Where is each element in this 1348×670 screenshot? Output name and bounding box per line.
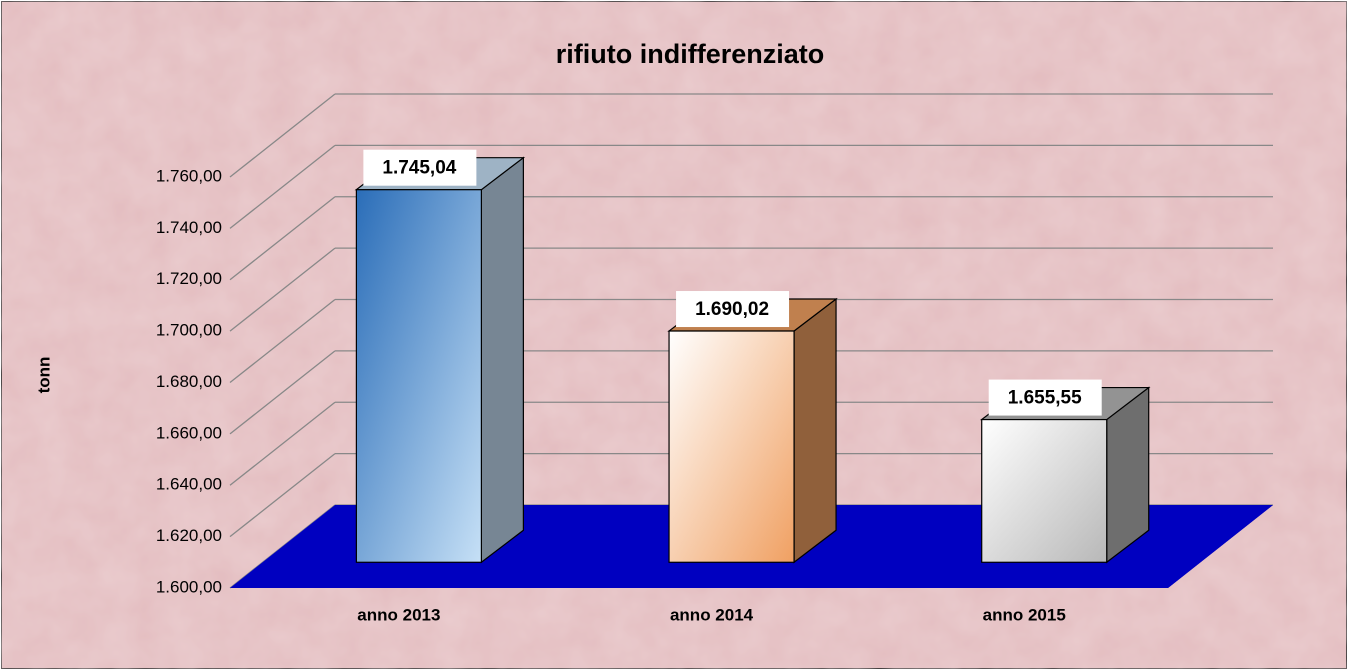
value-label: 1.745,04 xyxy=(382,158,456,179)
grid-line xyxy=(229,144,336,229)
bar xyxy=(668,330,795,563)
y-tick-label: 1.740,00 xyxy=(156,218,222,237)
grid-line xyxy=(229,247,336,332)
value-label-box xyxy=(676,291,790,328)
x-tick-label: anno 2014 xyxy=(670,605,754,624)
bar xyxy=(981,418,1108,563)
y-tick-label: 1.700,00 xyxy=(156,321,222,340)
y-tick-label: 1.660,00 xyxy=(156,423,222,442)
bar-side xyxy=(480,156,524,564)
grid-line xyxy=(229,196,336,281)
bar-side xyxy=(793,297,837,564)
bar xyxy=(355,189,482,563)
chart-title: rifiuto indifferenziato xyxy=(556,39,824,69)
y-tick-label: 1.600,00 xyxy=(156,577,222,596)
grid-line xyxy=(229,453,336,538)
grid-line xyxy=(229,401,336,486)
grid-line xyxy=(229,298,336,384)
y-tick-label: 1.760,00 xyxy=(156,166,222,185)
y-tick-label: 1.620,00 xyxy=(156,526,222,545)
x-tick-label: anno 2015 xyxy=(983,605,1066,624)
x-tick-label: anno 2013 xyxy=(357,605,440,624)
grid-line xyxy=(229,93,336,178)
value-label: 1.655,55 xyxy=(1008,388,1082,409)
y-tick-label: 1.720,00 xyxy=(156,269,222,288)
value-label: 1.690,02 xyxy=(695,299,769,320)
y-tick-label: 1.680,00 xyxy=(156,372,222,391)
y-tick-label: 1.640,00 xyxy=(156,475,222,494)
value-label-box xyxy=(363,149,477,186)
y-axis-label: tonn xyxy=(34,357,53,394)
grid-line xyxy=(229,350,336,435)
value-label-box xyxy=(988,379,1102,416)
